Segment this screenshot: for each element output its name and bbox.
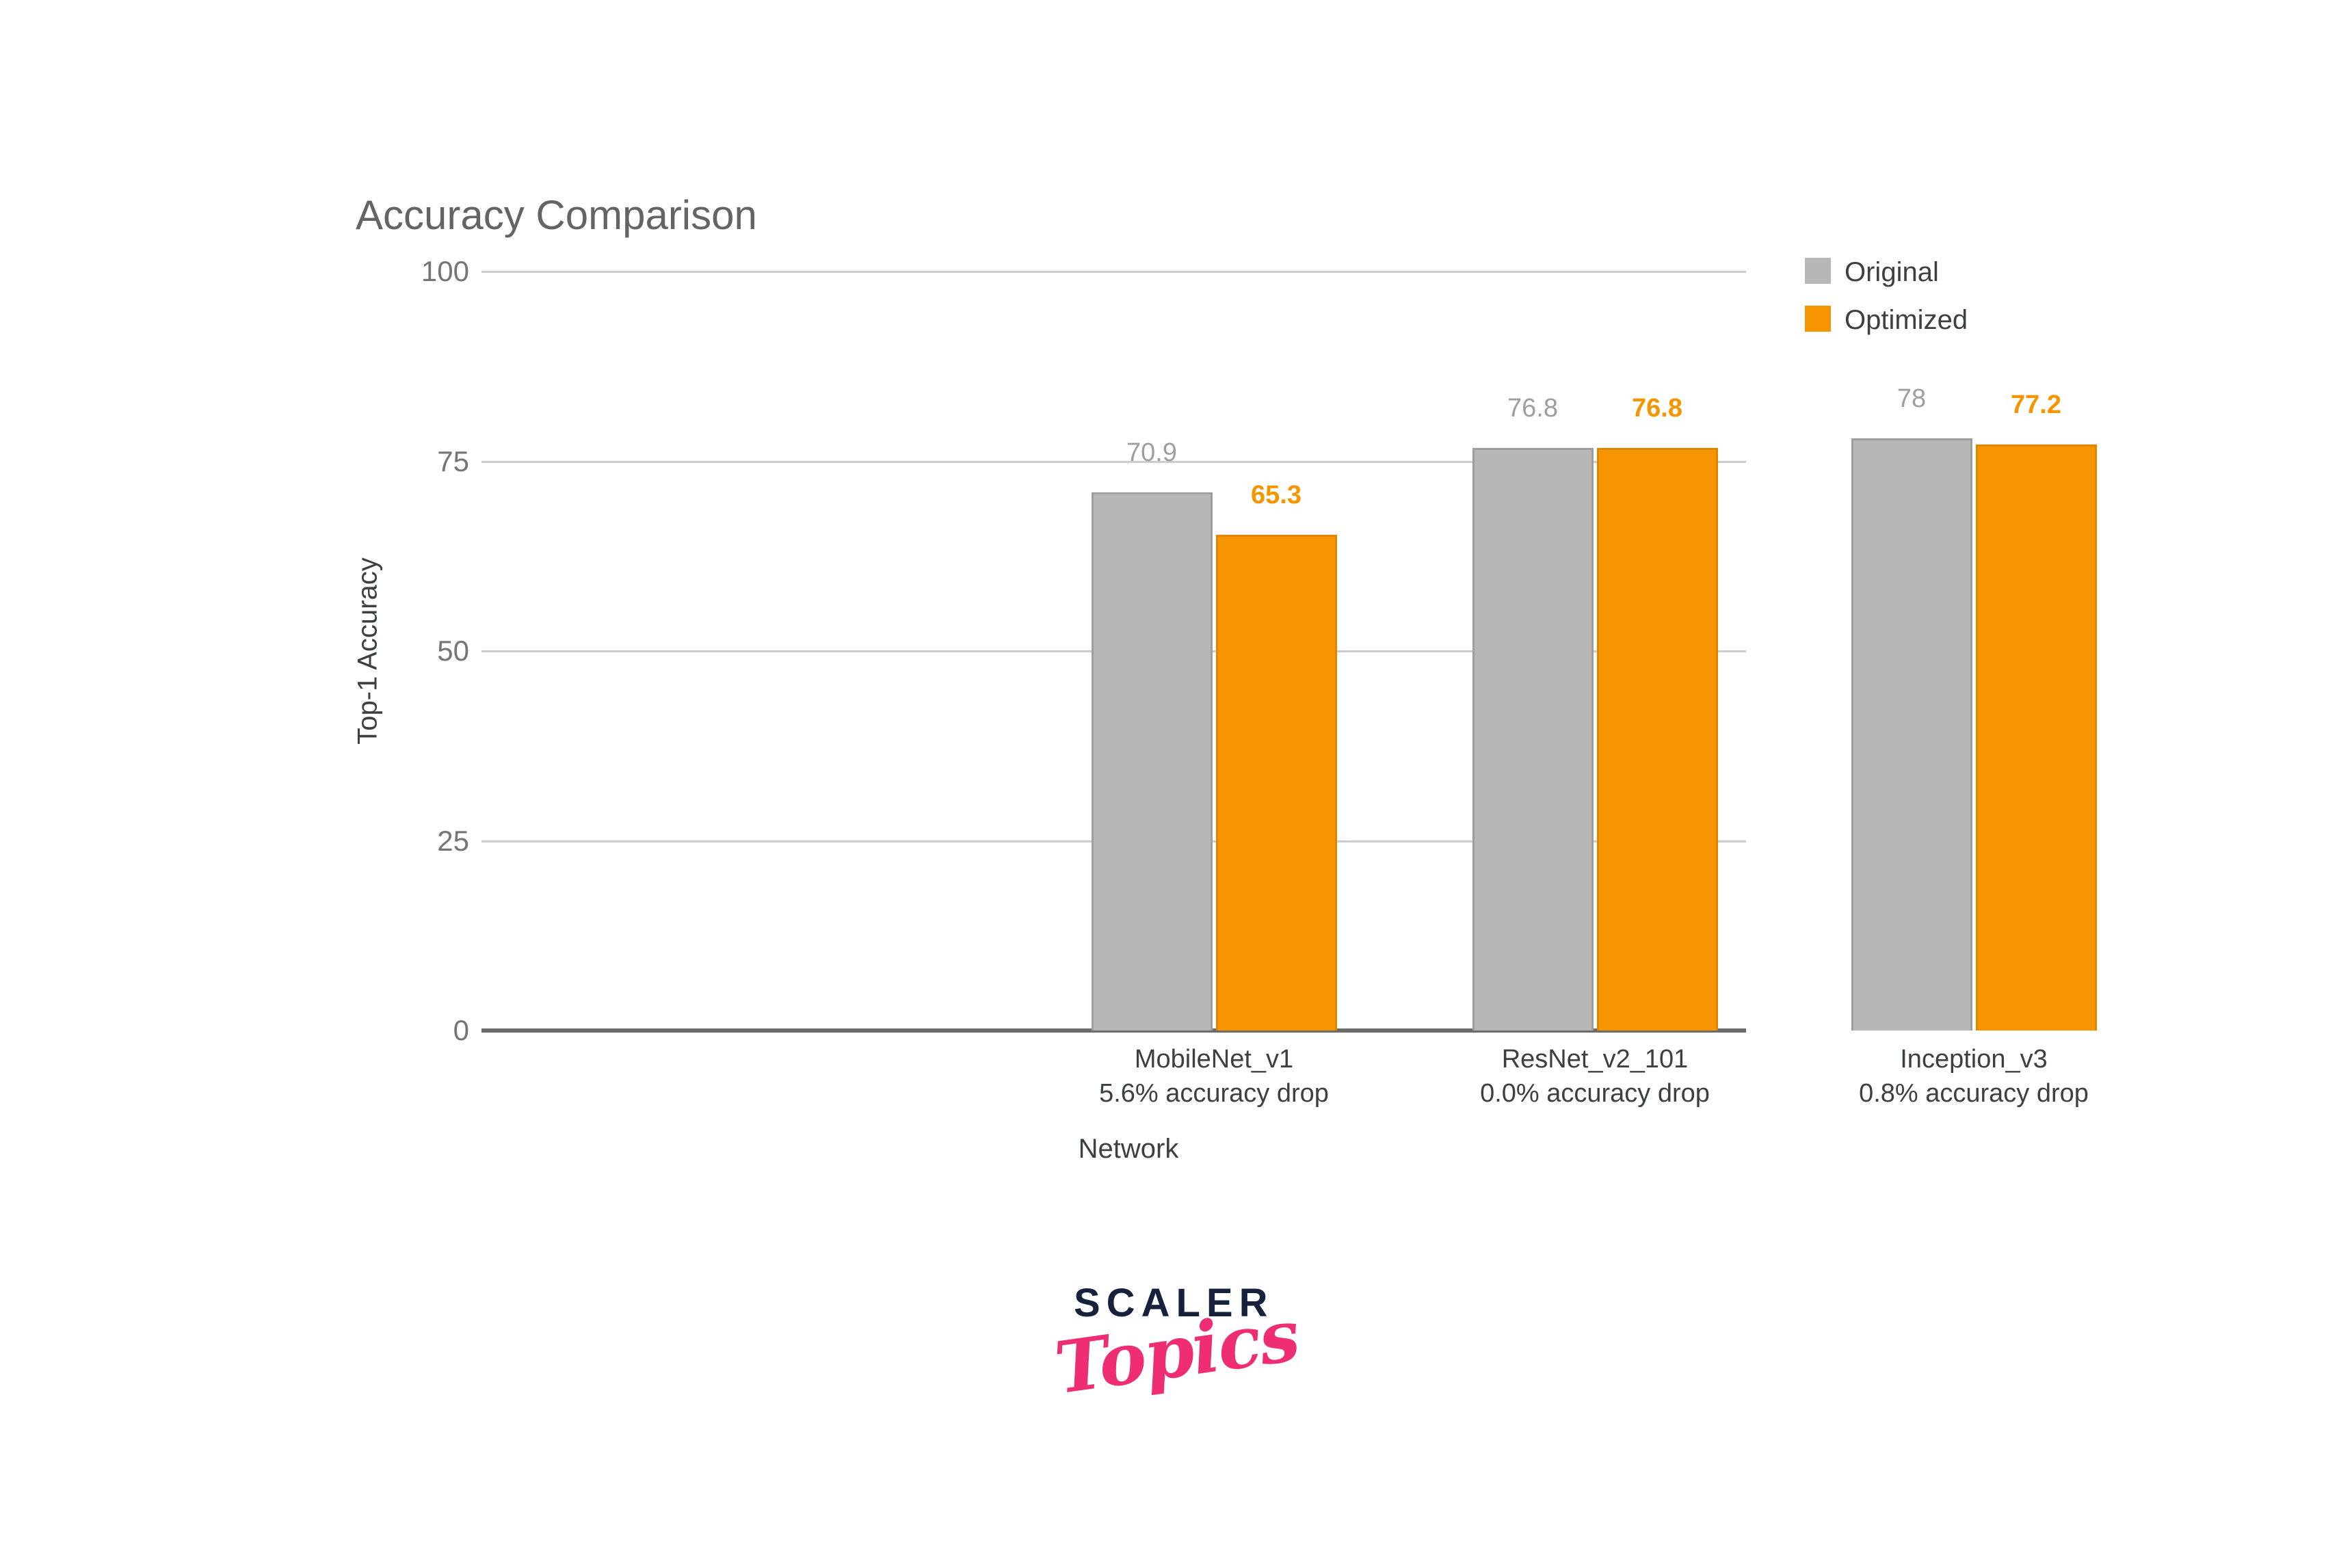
bar-value-original-ResNet_v2_101: 76.8 [1507, 393, 1558, 423]
category-accuracy-drop: 5.6% accuracy drop [1099, 1079, 1329, 1108]
y-tick-label-50: 50 [437, 635, 469, 667]
bar-optimized-Inception_v3 [1975, 444, 2097, 1031]
bar-original-Inception_v3 [1851, 438, 1972, 1031]
scaler-topics-logo: SCALER Topics [1046, 1272, 1334, 1463]
legend-label-optimized: Optimized [1845, 305, 1968, 335]
gridline-100 [481, 271, 1746, 273]
bar-value-original-MobileNet_v1: 70.9 [1126, 438, 1177, 468]
y-tick-label-100: 100 [421, 255, 469, 287]
bar-value-original-Inception_v3: 78 [1897, 384, 1927, 414]
plot-area: 70.9 76.8 78 65.3 76.8 77.2 [481, 271, 2097, 1033]
category-label-MobileNet_v1: MobileNet_v1 5.6% accuracy drop [1099, 1042, 1329, 1111]
y-tick-label-25: 25 [437, 824, 469, 857]
y-tick-label-75: 75 [437, 444, 469, 477]
category-accuracy-drop: 0.0% accuracy drop [1480, 1079, 1710, 1108]
category-accuracy-drop: 0.8% accuracy drop [1859, 1079, 2089, 1108]
category-name: ResNet_v2_101 [1501, 1045, 1689, 1074]
y-tick-label-0: 0 [453, 1014, 469, 1046]
y-axis-title: Top-1 Accuracy [352, 557, 383, 745]
gridline-75 [481, 460, 1746, 463]
bar-optimized-ResNet_v2_101 [1596, 447, 1718, 1031]
chart-title: Accuracy Comparison [356, 192, 757, 238]
legend-label-original: Original [1845, 257, 1939, 287]
legend-swatch-optimized [1805, 306, 1831, 332]
bar-original-ResNet_v2_101 [1472, 447, 1594, 1031]
x-axis-baseline [481, 1028, 1746, 1033]
category-label-ResNet_v2_101: ResNet_v2_101 0.0% accuracy drop [1480, 1042, 1710, 1111]
bar-value-optimized-Inception_v3: 77.2 [2011, 390, 2061, 420]
bar-value-optimized-MobileNet_v1: 65.3 [1251, 481, 1301, 510]
bar-value-optimized-ResNet_v2_101: 76.8 [1632, 393, 1682, 423]
bar-original-MobileNet_v1 [1091, 492, 1213, 1031]
legend-swatch-original [1805, 258, 1831, 284]
category-name: Inception_v3 [1900, 1045, 2048, 1074]
category-name: MobileNet_v1 [1134, 1045, 1294, 1074]
logo-wordmark-scaler: SCALER [1074, 1281, 1274, 1325]
category-label-Inception_v3: Inception_v3 0.8% accuracy drop [1859, 1042, 2089, 1111]
x-axis-title: Network [1078, 1134, 1179, 1164]
bar-optimized-MobileNet_v1 [1215, 535, 1337, 1031]
